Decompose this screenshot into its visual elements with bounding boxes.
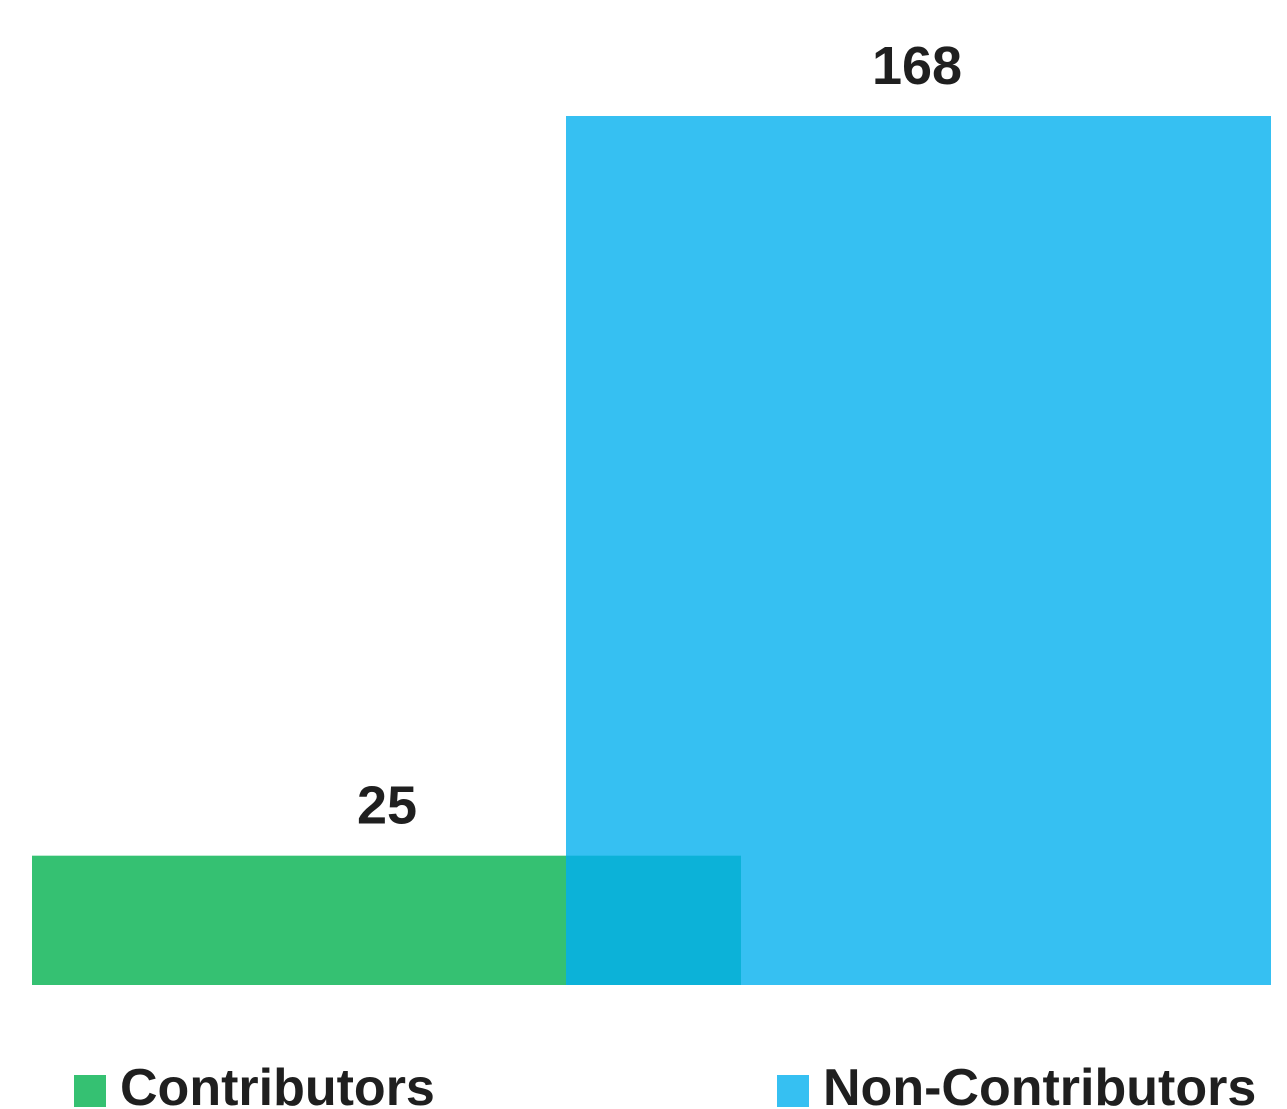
legend-label: Contributors [120, 1059, 435, 1109]
legend-item-non-contributors: Non-Contributors [777, 1059, 1256, 1109]
legend-label: Non-Contributors [823, 1059, 1256, 1109]
bar-overlap [566, 855, 741, 985]
bar-non-contributors [566, 116, 1271, 985]
legend-item-contributors: Contributors [74, 1059, 435, 1109]
bars-layer [32, 116, 1271, 985]
value-labels-layer: 25 168 [357, 36, 962, 836]
value-label-non-contributors: 168 [872, 36, 962, 96]
value-label-contributors: 25 [357, 776, 417, 836]
legend-swatch [777, 1075, 809, 1107]
legend: Contributors Non-Contributors [74, 1059, 1256, 1109]
legend-swatch [74, 1075, 106, 1107]
